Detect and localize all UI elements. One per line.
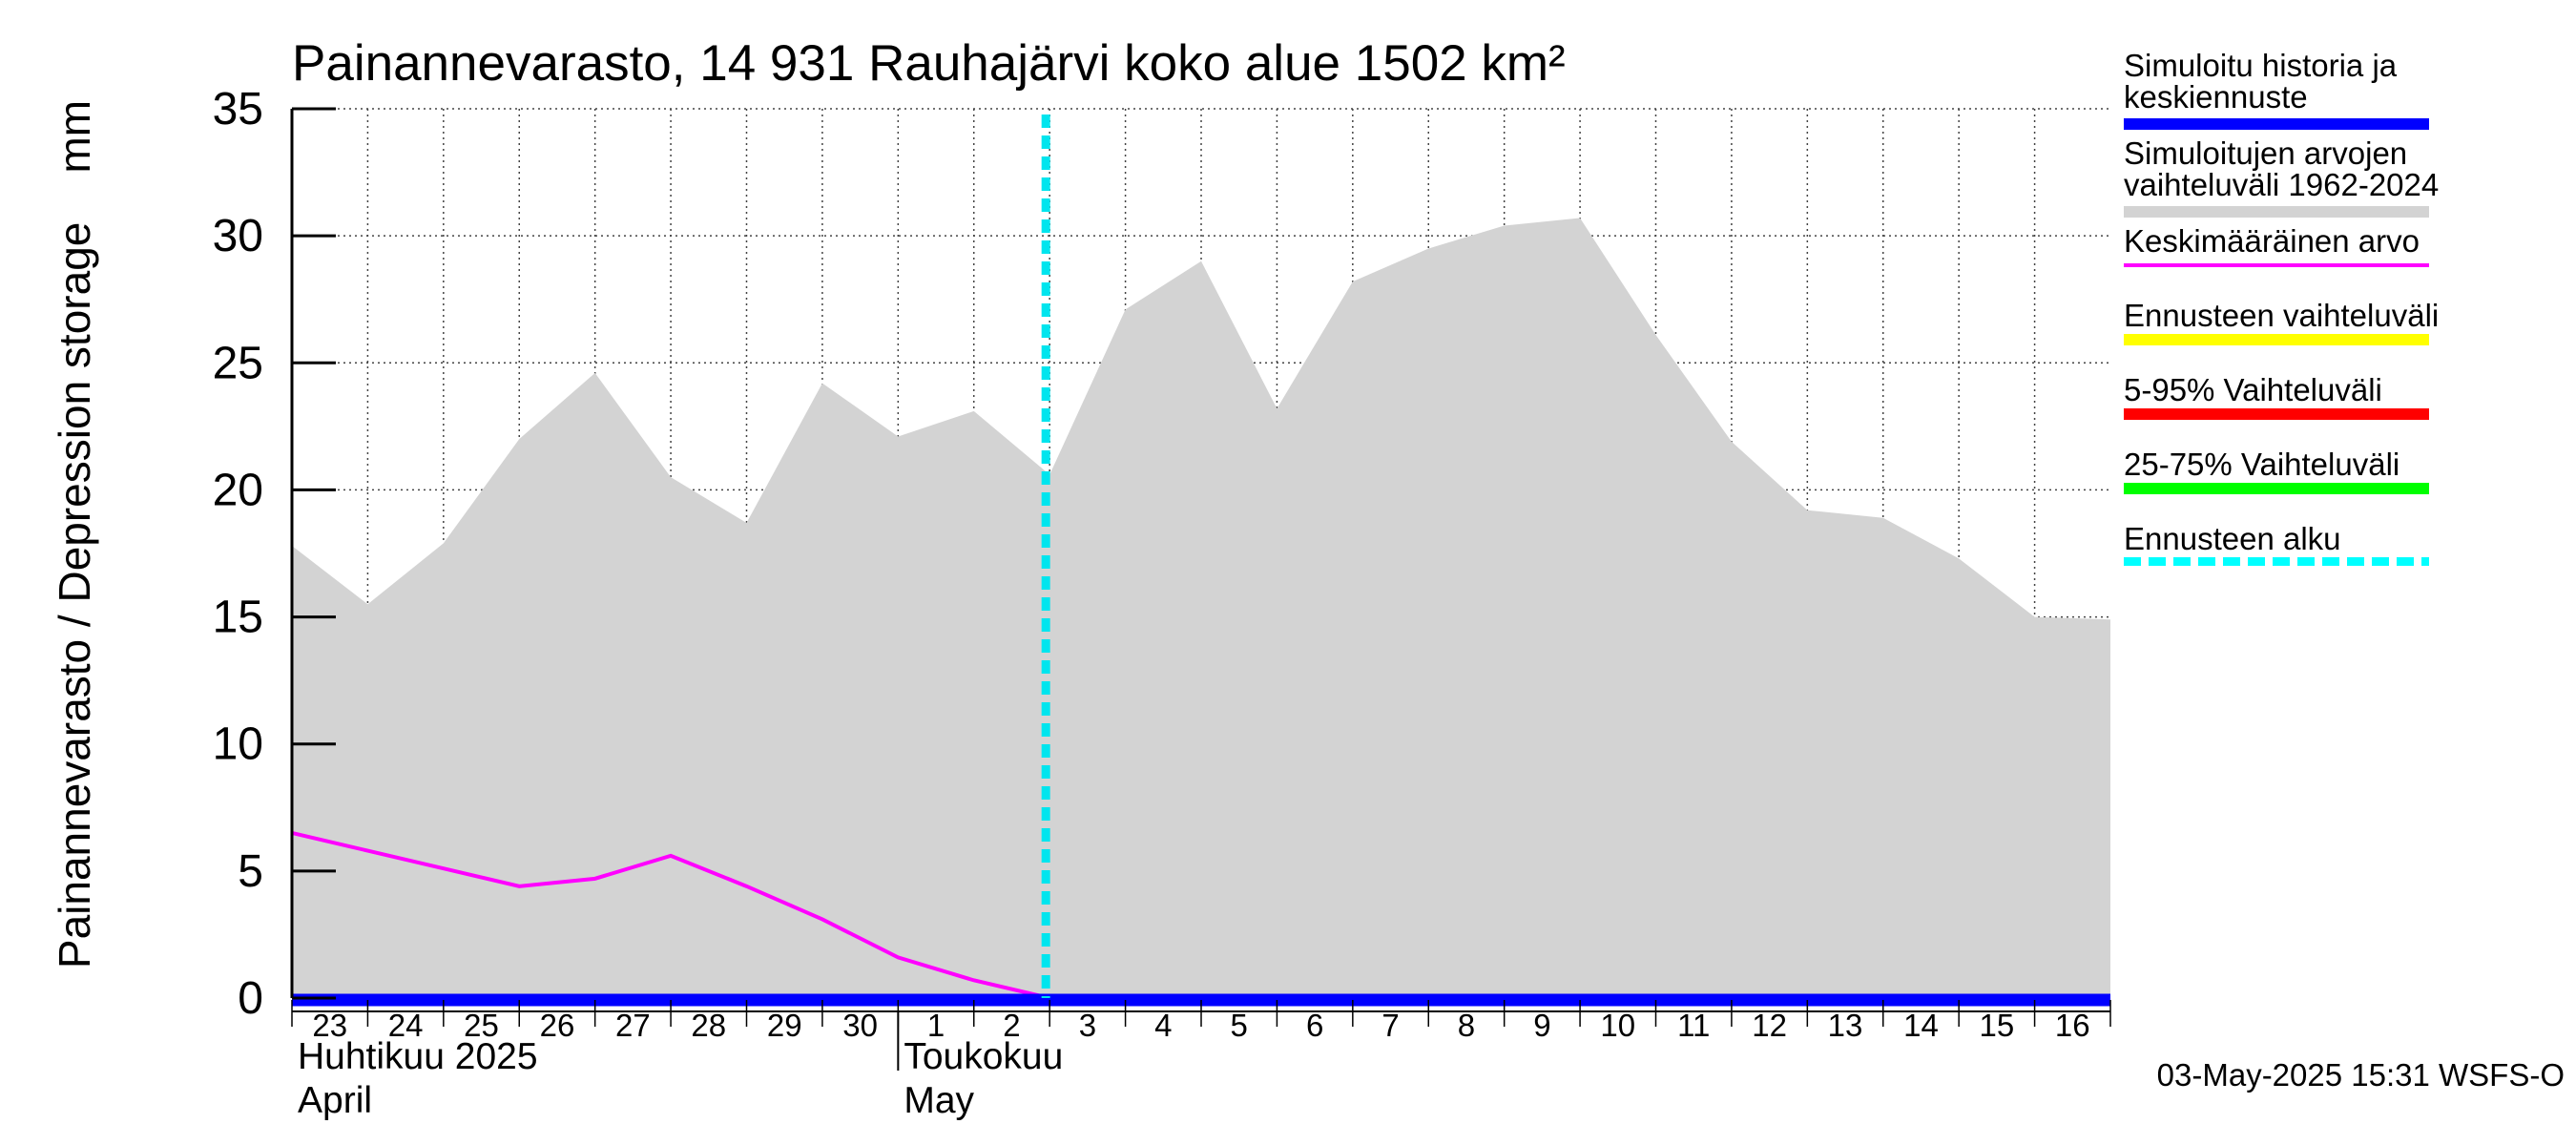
- x-tick-label: 5: [1231, 1008, 1248, 1043]
- x-tick-label: 24: [388, 1008, 424, 1043]
- legend: Simuloitu historia ja keskiennuste Simulo…: [2124, 50, 2563, 597]
- month-label-en: May: [904, 1080, 974, 1121]
- y-tick-label: 25: [213, 338, 263, 388]
- x-tick-label: 13: [1828, 1008, 1863, 1043]
- x-tick-label: 27: [615, 1008, 651, 1043]
- y-tick-label: 15: [213, 593, 263, 643]
- x-tick-label: 11: [1677, 1008, 1710, 1043]
- x-tick-label: 9: [1533, 1008, 1550, 1043]
- timestamp: 03-May-2025 15:31 WSFS-O: [2156, 1057, 2565, 1093]
- x-tick-label: 26: [540, 1008, 575, 1043]
- legend-label: Simuloitujen arvojen vaihteluväli 1962-2…: [2124, 135, 2440, 202]
- x-tick-label: 16: [2055, 1008, 2090, 1043]
- legend-swatch: [2124, 206, 2429, 218]
- simulated-range-band: [292, 218, 2110, 998]
- y-tick-label: 35: [213, 84, 263, 135]
- legend-swatch: [2124, 118, 2429, 130]
- legend-label: Simuloitu historia ja keskiennuste: [2124, 48, 2398, 114]
- legend-item: Ennusteen alku: [2124, 523, 2563, 597]
- x-tick-label: 29: [767, 1008, 802, 1043]
- x-tick-label: 7: [1381, 1008, 1399, 1043]
- legend-swatch: [2124, 557, 2429, 566]
- x-tick-label: 28: [691, 1008, 726, 1043]
- month-label-en: April: [298, 1080, 372, 1121]
- legend-item: Keskimääräinen arvo: [2124, 225, 2563, 300]
- legend-label: 25-75% Vaihteluväli: [2124, 447, 2400, 482]
- legend-label: Ennusteen alku: [2124, 521, 2341, 556]
- legend-swatch: [2124, 408, 2429, 420]
- x-tick-label: 1: [927, 1008, 945, 1043]
- legend-swatch: [2124, 483, 2429, 494]
- x-tick-label: 6: [1306, 1008, 1323, 1043]
- x-tick-label: 30: [842, 1008, 878, 1043]
- x-tick-label: 12: [1752, 1008, 1787, 1043]
- legend-swatch: [2124, 334, 2429, 345]
- legend-label: Ennusteen vaihteluväli: [2124, 298, 2440, 333]
- legend-swatch: [2124, 263, 2429, 267]
- x-tick-label: 14: [1903, 1008, 1939, 1043]
- x-tick-label: 2: [1003, 1008, 1020, 1043]
- x-tick-label: 25: [464, 1008, 499, 1043]
- legend-item: Ennusteen vaihteluväli: [2124, 300, 2563, 374]
- month-label-fi: Toukokuu: [904, 1036, 1063, 1077]
- legend-item: Simuloitujen arvojen vaihteluväli 1962-2…: [2124, 137, 2563, 225]
- x-tick-label: 10: [1600, 1008, 1635, 1043]
- legend-item: 5-95% Vaihteluväli: [2124, 374, 2563, 448]
- y-tick-label: 5: [238, 846, 263, 897]
- legend-label: Keskimääräinen arvo: [2124, 223, 2420, 259]
- y-tick-label: 0: [238, 973, 263, 1024]
- y-tick-label: 10: [213, 719, 263, 770]
- x-tick-label: 3: [1079, 1008, 1096, 1043]
- legend-label: 5-95% Vaihteluväli: [2124, 372, 2382, 407]
- legend-item: Simuloitu historia ja keskiennuste: [2124, 50, 2563, 137]
- chart-title: Painannevarasto, 14 931 Rauhajärvi koko …: [292, 35, 1566, 92]
- x-tick-label: 4: [1154, 1008, 1172, 1043]
- y-axis-label: Painannevarasto / Depression storage mm: [50, 100, 99, 968]
- y-tick-label: 30: [213, 211, 263, 261]
- legend-item: 25-75% Vaihteluväli: [2124, 448, 2563, 523]
- month-label-fi: Huhtikuu 2025: [298, 1036, 538, 1077]
- x-tick-label: 8: [1458, 1008, 1475, 1043]
- x-tick-label: 15: [1980, 1008, 2015, 1043]
- x-tick-label: 23: [312, 1008, 347, 1043]
- y-tick-label: 20: [213, 465, 263, 515]
